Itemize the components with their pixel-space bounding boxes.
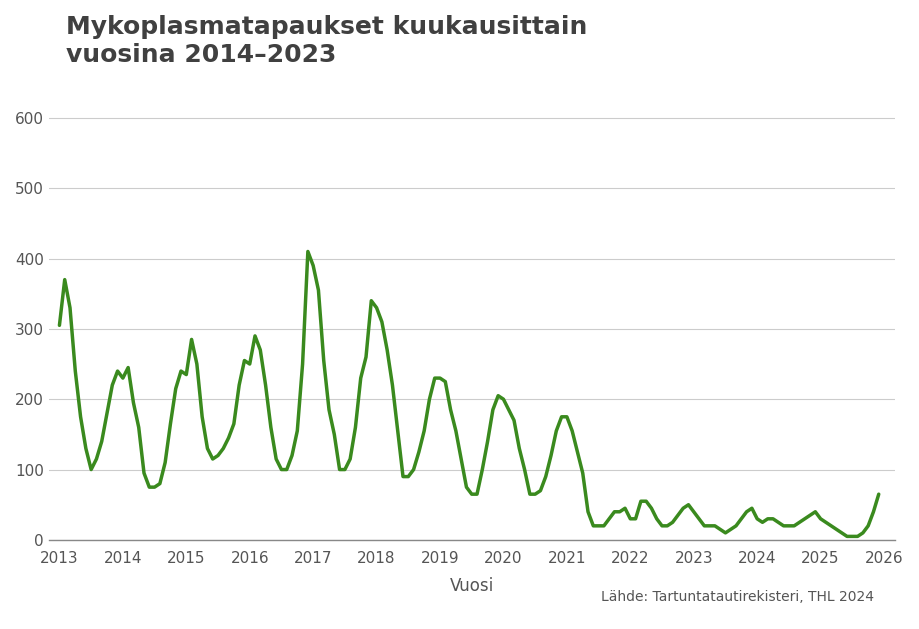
Text: Lähde: Tartuntatautirekisteri, THL 2024: Lähde: Tartuntatautirekisteri, THL 2024 <box>600 590 873 604</box>
Text: Mykoplasmatapaukset kuukausittain
vuosina 2014–2023: Mykoplasmatapaukset kuukausittain vuosin… <box>65 15 586 67</box>
X-axis label: Vuosi: Vuosi <box>449 577 494 595</box>
